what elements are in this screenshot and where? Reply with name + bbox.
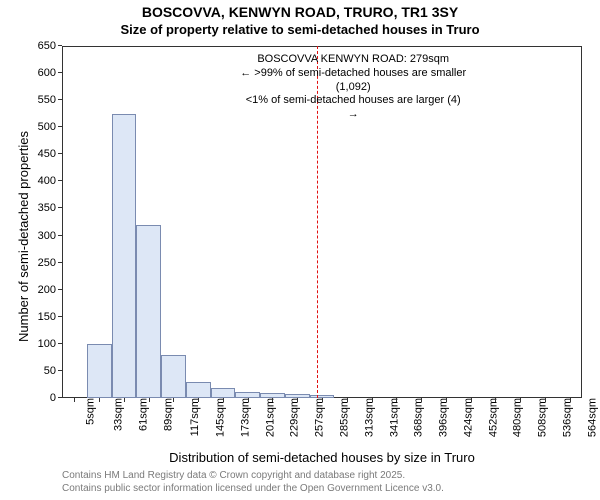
ytick-label: 300	[38, 230, 62, 242]
xtick-mark	[396, 398, 397, 402]
title-line-1: BOSCOVVA, KENWYN ROAD, TRURO, TR1 3SY	[0, 4, 600, 22]
xtick-label: 424sqm	[456, 398, 474, 437]
histogram-bar	[235, 392, 260, 398]
histogram-bar	[161, 355, 186, 398]
histogram-bar	[136, 225, 161, 398]
xtick-mark	[74, 398, 75, 402]
histogram-bar	[260, 393, 285, 398]
ytick-mark	[58, 289, 62, 290]
x-axis-label: Distribution of semi-detached houses by …	[62, 450, 582, 465]
ytick-mark	[58, 262, 62, 263]
ytick-mark	[58, 45, 62, 46]
xtick-mark	[421, 398, 422, 402]
footer-line-1: Contains HM Land Registry data © Crown c…	[62, 470, 444, 483]
xtick-label: 313sqm	[357, 398, 375, 437]
ytick-mark	[58, 207, 62, 208]
xtick-label: 201sqm	[258, 398, 276, 437]
ytick-mark	[58, 316, 62, 317]
xtick-mark	[322, 398, 323, 402]
ytick-label: 600	[38, 67, 62, 79]
xtick-label: 257sqm	[308, 398, 326, 437]
histogram-bar	[87, 344, 112, 398]
ytick-label: 350	[38, 202, 62, 214]
ytick-label: 250	[38, 257, 62, 269]
ytick-mark	[58, 72, 62, 73]
xtick-mark	[124, 398, 125, 402]
histogram-bar	[285, 394, 310, 398]
ytick-label: 100	[38, 338, 62, 350]
xtick-label: 33sqm	[107, 398, 125, 431]
xtick-label: 396sqm	[432, 398, 450, 437]
xtick-mark	[372, 398, 373, 402]
ytick-label: 500	[38, 121, 62, 133]
xtick-label: 61sqm	[131, 398, 149, 431]
annotation-line: ← >99% of semi-detached houses are small…	[239, 67, 468, 95]
xtick-label: 368sqm	[407, 398, 425, 437]
reference-annotation: BOSCOVVA KENWYN ROAD: 279sqm← >99% of se…	[239, 53, 468, 122]
xtick-label: 89sqm	[156, 398, 174, 431]
ytick-mark	[58, 153, 62, 154]
footer-attribution: Contains HM Land Registry data © Crown c…	[62, 470, 444, 495]
ytick-label: 200	[38, 284, 62, 296]
xtick-mark	[297, 398, 298, 402]
histogram-bar	[211, 388, 236, 398]
ytick-mark	[58, 370, 62, 371]
ytick-label: 50	[44, 365, 62, 377]
axis-right	[581, 46, 582, 398]
xtick-mark	[223, 398, 224, 402]
xtick-mark	[149, 398, 150, 402]
ytick-label: 650	[38, 40, 62, 52]
xtick-mark	[495, 398, 496, 402]
xtick-mark	[99, 398, 100, 402]
ytick-mark	[58, 180, 62, 181]
xtick-label: 508sqm	[531, 398, 549, 437]
xtick-label: 480sqm	[506, 398, 524, 437]
annotation-line: BOSCOVVA KENWYN ROAD: 279sqm	[239, 53, 468, 67]
xtick-mark	[570, 398, 571, 402]
xtick-mark	[272, 398, 273, 402]
histogram-bar	[112, 114, 137, 398]
xtick-mark	[446, 398, 447, 402]
xtick-label: 173sqm	[234, 398, 252, 437]
xtick-label: 5sqm	[79, 398, 97, 425]
ytick-mark	[58, 397, 62, 398]
xtick-label: 452sqm	[481, 398, 499, 437]
ytick-label: 150	[38, 311, 62, 323]
footer-line-2: Contains public sector information licen…	[62, 483, 444, 496]
xtick-mark	[520, 398, 521, 402]
ytick-mark	[58, 235, 62, 236]
y-axis-label: Number of semi-detached properties	[16, 131, 31, 342]
xtick-label: 341sqm	[382, 398, 400, 437]
xtick-mark	[471, 398, 472, 402]
ytick-label: 0	[50, 392, 62, 404]
xtick-mark	[173, 398, 174, 402]
xtick-label: 229sqm	[283, 398, 301, 437]
annotation-line: <1% of semi-detached houses are larger (…	[239, 94, 468, 122]
axis-left	[62, 46, 63, 398]
ytick-mark	[58, 343, 62, 344]
xtick-mark	[545, 398, 546, 402]
axis-top	[62, 46, 582, 47]
plot-inner: 0501001502002503003504004505005506006505…	[62, 46, 582, 398]
xtick-label: 564sqm	[580, 398, 598, 437]
histogram-bar	[186, 382, 211, 398]
ytick-label: 400	[38, 175, 62, 187]
xtick-label: 117sqm	[184, 398, 202, 436]
xtick-mark	[198, 398, 199, 402]
xtick-label: 285sqm	[333, 398, 351, 437]
ytick-mark	[58, 99, 62, 100]
title-line-2: Size of property relative to semi-detach…	[0, 22, 600, 38]
ytick-label: 450	[38, 148, 62, 160]
xtick-mark	[347, 398, 348, 402]
ytick-label: 550	[38, 94, 62, 106]
xtick-label: 145sqm	[209, 398, 227, 437]
histogram-bar	[310, 395, 335, 398]
chart-plot-area: 0501001502002503003504004505005506006505…	[62, 46, 582, 398]
xtick-label: 536sqm	[555, 398, 573, 437]
ytick-mark	[58, 126, 62, 127]
chart-title: BOSCOVVA, KENWYN ROAD, TRURO, TR1 3SY Si…	[0, 0, 600, 38]
reference-line	[317, 46, 318, 398]
xtick-mark	[248, 398, 249, 402]
